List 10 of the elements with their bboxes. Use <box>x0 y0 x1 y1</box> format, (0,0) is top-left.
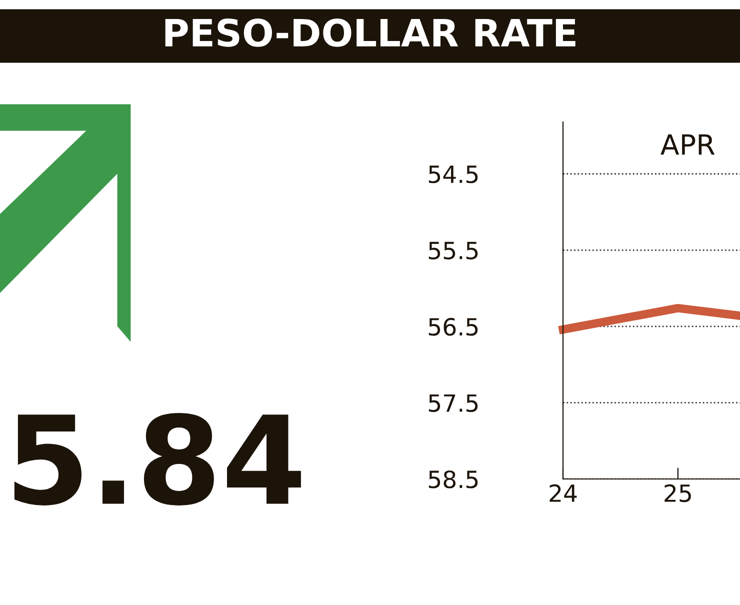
y-tick-label: 58.5 <box>428 470 478 488</box>
y-tick-label: 56.5 <box>428 318 478 336</box>
y-tick-label: 55.5 <box>428 242 478 260</box>
y-tick-label: 54.5 <box>428 166 478 184</box>
y-tick-label: 57.5 <box>428 394 478 412</box>
annotation: APR <box>660 134 715 155</box>
chart-title: PESO-DOLLAR RATE <box>165 18 576 47</box>
x-tick-label: 25 <box>664 484 691 502</box>
text: 5.84 <box>14 413 301 506</box>
x-tick-label: 24 <box>550 484 577 502</box>
